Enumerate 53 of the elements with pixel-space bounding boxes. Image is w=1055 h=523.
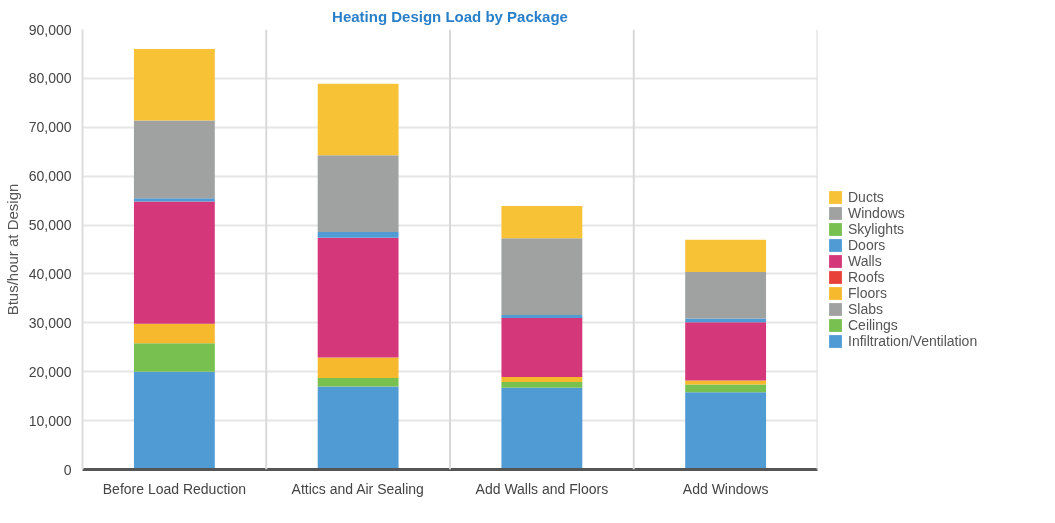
bar — [133, 343, 215, 372]
y-tick-label: 90,000 — [28, 21, 72, 38]
y-tick-label: 60,000 — [28, 168, 72, 185]
legend-label: Infiltration/Ventilation — [848, 333, 978, 349]
x-tick-label: Before Load Reduction — [102, 480, 246, 497]
x-tick-label: Attics and Air Sealing — [291, 480, 424, 497]
legend-label: Roofs — [848, 269, 885, 285]
chart-title: Heating Design Load by Package — [332, 7, 568, 25]
bar — [317, 378, 399, 387]
legend-label: Floors — [848, 285, 887, 301]
y-tick-label: 20,000 — [28, 363, 72, 380]
bar — [133, 49, 215, 121]
bar — [501, 205, 583, 239]
legend-label: Ducts — [848, 189, 884, 205]
bar — [685, 239, 767, 272]
legend-label: Skylights — [848, 221, 905, 237]
y-axis-title: Btus/hour at Design — [3, 183, 21, 316]
bar — [501, 377, 583, 382]
bar — [317, 231, 399, 238]
legend-label: Ceilings — [848, 317, 898, 333]
bar — [501, 317, 583, 378]
bar — [685, 392, 767, 470]
bar — [133, 371, 215, 470]
bar — [317, 357, 399, 379]
bar — [501, 381, 583, 388]
bar — [685, 322, 767, 381]
y-tick-label: 0 — [63, 461, 72, 478]
legend-label: Walls — [848, 253, 882, 269]
y-tick-label: 10,000 — [28, 412, 72, 429]
bar — [133, 323, 215, 344]
bar — [317, 237, 399, 358]
y-tick-label: 80,000 — [28, 70, 72, 87]
bar — [501, 315, 583, 318]
bar — [317, 386, 399, 470]
y-tick-label: 70,000 — [28, 119, 72, 136]
legend-label: Slabs — [848, 301, 884, 317]
bar — [685, 318, 767, 323]
x-tick-label: Add Walls and Floors — [475, 480, 609, 497]
bar — [501, 238, 583, 316]
y-tick-label: 30,000 — [28, 314, 72, 331]
bar — [133, 201, 215, 324]
bar — [317, 155, 399, 232]
bar — [501, 387, 583, 470]
bar — [685, 271, 767, 319]
legend-label: Windows — [848, 205, 905, 221]
legend-label: Doors — [848, 237, 886, 253]
x-tick-label: Add Windows — [682, 480, 769, 497]
y-tick-label: 40,000 — [28, 265, 72, 282]
bar — [133, 120, 215, 199]
bar — [685, 384, 767, 393]
bar — [317, 83, 399, 156]
y-tick-label: 50,000 — [28, 217, 72, 234]
bar — [133, 198, 215, 202]
